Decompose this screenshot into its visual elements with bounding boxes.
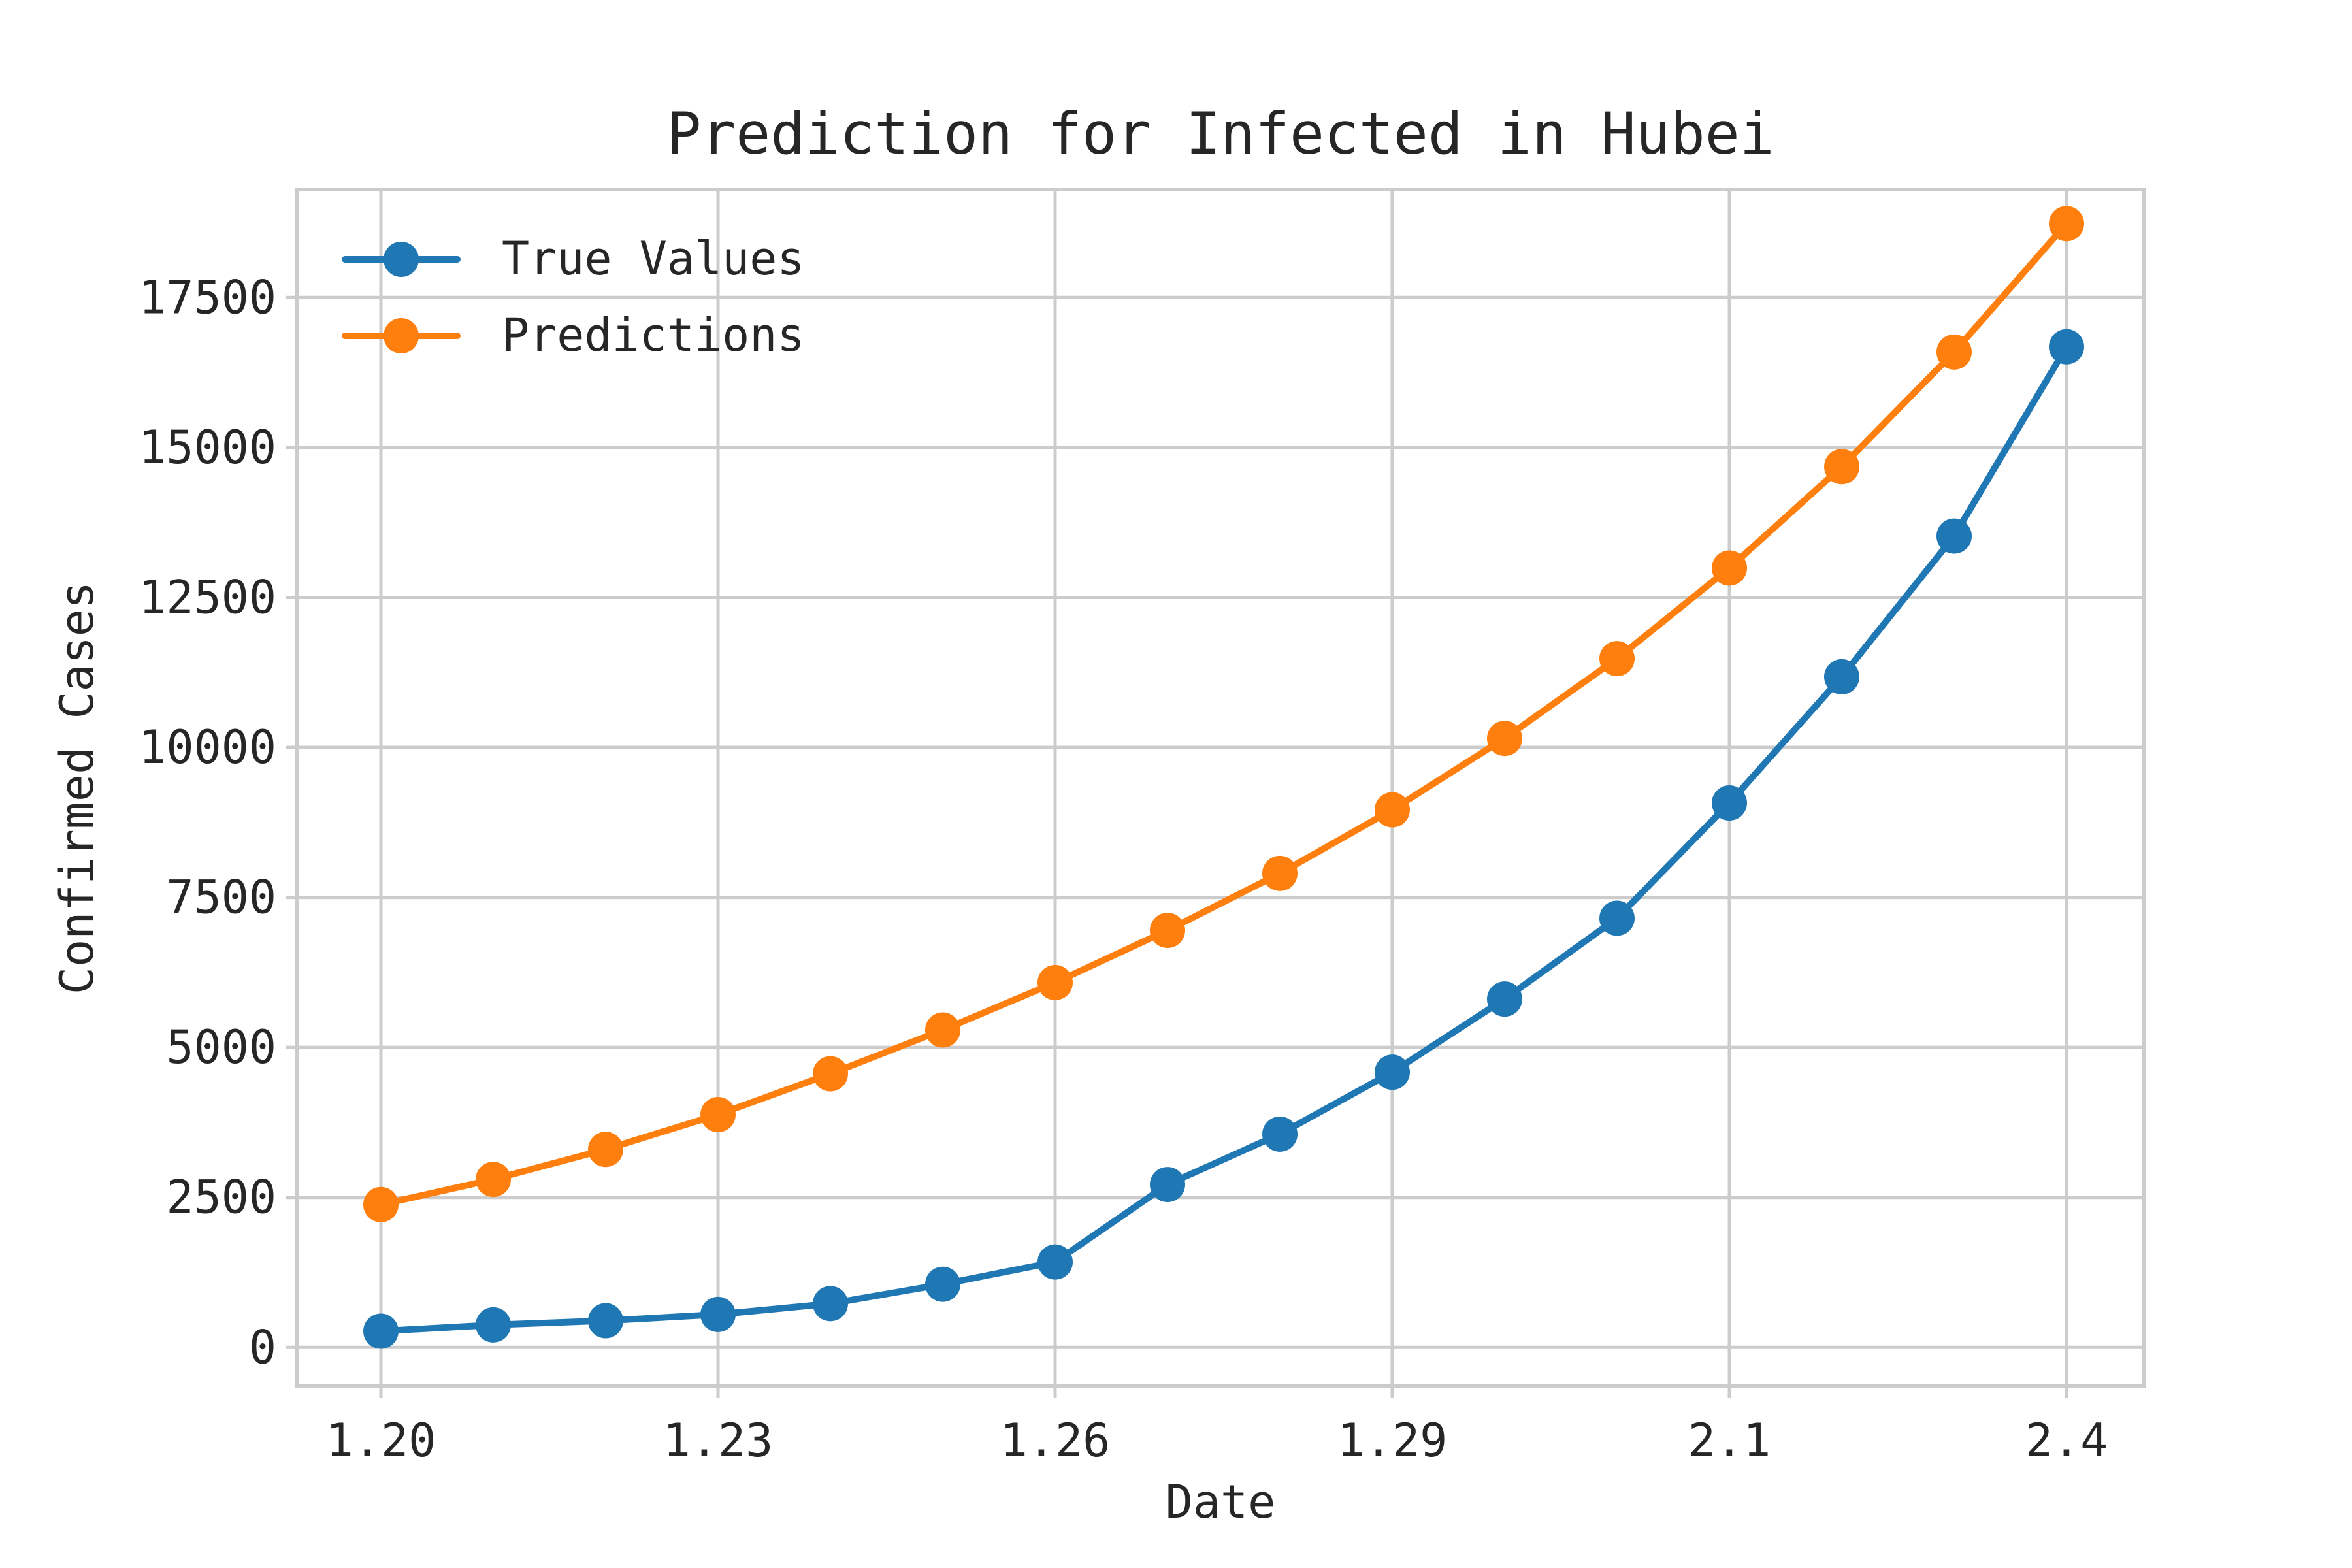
legend: True Values Predictions xyxy=(342,232,805,362)
data-point-predictions xyxy=(700,1097,736,1133)
data-point-true-values xyxy=(813,1286,848,1322)
data-point-true-values xyxy=(1375,1054,1410,1090)
data-point-true-values xyxy=(2049,329,2084,365)
data-point-true-values xyxy=(700,1296,736,1332)
legend-label-predictions: Predictions xyxy=(502,308,805,362)
data-point-predictions xyxy=(813,1056,848,1092)
data-point-predictions xyxy=(1487,721,1522,757)
data-point-true-values xyxy=(1599,900,1635,936)
x-tick-label: 1.26 xyxy=(1000,1414,1111,1467)
data-point-predictions xyxy=(476,1162,511,1198)
data-point-true-values xyxy=(925,1266,960,1302)
data-point-predictions xyxy=(1375,792,1410,828)
data-point-predictions xyxy=(1150,913,1185,949)
data-point-predictions xyxy=(1599,641,1635,677)
legend-marker-predictions xyxy=(384,318,419,353)
data-point-true-values xyxy=(1037,1244,1073,1280)
y-tick-label: 7500 xyxy=(166,871,276,924)
gridlines xyxy=(297,189,2144,1386)
data-point-predictions xyxy=(2049,206,2084,242)
data-point-predictions xyxy=(588,1132,623,1168)
y-tick-label: 5000 xyxy=(166,1021,276,1074)
data-point-predictions xyxy=(1824,449,1859,485)
data-point-predictions xyxy=(363,1186,399,1222)
series-line-predictions xyxy=(378,220,2070,1208)
legend-marker-true-values xyxy=(384,242,419,277)
data-point-true-values xyxy=(1487,981,1522,1017)
x-tick-label: 2.4 xyxy=(2025,1414,2108,1467)
x-tick-label: 1.23 xyxy=(663,1414,774,1467)
data-point-true-values xyxy=(588,1303,623,1339)
data-point-true-values xyxy=(1936,518,1972,554)
data-point-predictions xyxy=(925,1012,960,1048)
y-tick-label: 17500 xyxy=(139,270,276,324)
legend-item-true-values: True Values xyxy=(342,232,805,286)
data-point-true-values xyxy=(1712,785,1747,821)
data-point-true-values xyxy=(1824,659,1859,694)
y-tick-label: 2500 xyxy=(166,1171,276,1224)
x-tick-label: 2.1 xyxy=(1688,1414,1771,1467)
data-point-predictions xyxy=(1936,334,1972,370)
data-point-predictions xyxy=(1037,964,1073,1000)
data-point-predictions xyxy=(1712,550,1747,586)
y-tick-label: 10000 xyxy=(139,721,276,774)
y-axis-label: Confirmed Cases xyxy=(50,581,104,994)
legend-label-true-values: True Values xyxy=(502,232,805,286)
axis-ticks: 0 2500 5000 7500 10000 12500 15000 17500 1.20 1.2… xyxy=(139,270,2108,1467)
x-tick-label: 1.20 xyxy=(326,1414,436,1467)
data-point-predictions xyxy=(1262,855,1298,891)
data-point-true-values xyxy=(363,1313,399,1349)
y-tick-label: 15000 xyxy=(139,421,276,474)
x-axis-label: Date xyxy=(1166,1475,1276,1529)
series-layer xyxy=(363,206,2084,1349)
data-point-true-values xyxy=(1150,1167,1185,1203)
data-point-true-values xyxy=(1262,1116,1298,1152)
legend-item-predictions: Predictions xyxy=(342,308,805,362)
x-tick-label: 1.29 xyxy=(1337,1414,1448,1467)
plot-frame xyxy=(295,188,2146,1388)
data-point-true-values xyxy=(476,1307,511,1343)
y-tick-label: 12500 xyxy=(139,570,276,624)
y-tick-label: 0 xyxy=(249,1320,276,1374)
chart-title: Prediction for Infected in Hubei xyxy=(666,100,1774,167)
series-line-true-values xyxy=(378,343,2070,1335)
